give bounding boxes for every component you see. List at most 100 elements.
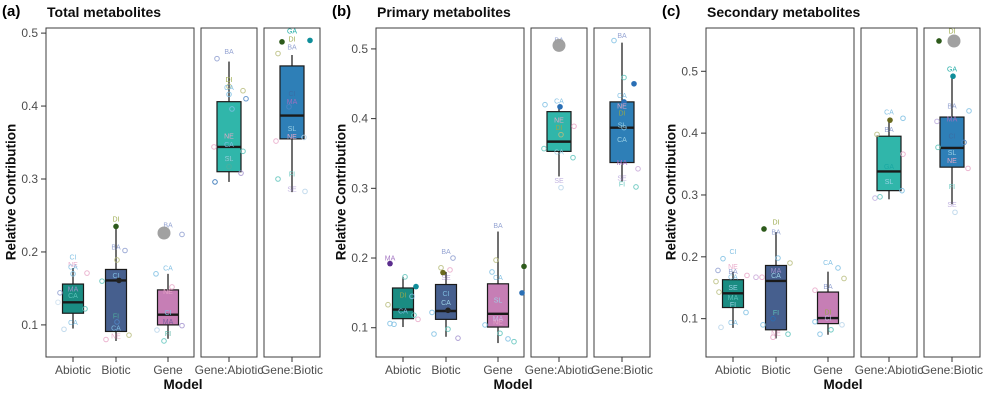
point-label: BA (287, 44, 297, 51)
jitter-point-open (812, 318, 818, 325)
jitter-point-open (558, 131, 564, 138)
point-label: NE (728, 264, 738, 271)
y-tick-label: 0.2 (681, 250, 698, 264)
jitter-point-filled (440, 269, 446, 276)
point-label: MA (163, 319, 174, 326)
point-label: CI (730, 249, 737, 256)
jitter-point-open (161, 338, 167, 344)
y-tick-label: 0.1 (681, 312, 698, 326)
panel-title: Secondary metabolites (707, 4, 861, 20)
point-label: DI (289, 36, 296, 43)
jitter-point-open (411, 312, 417, 318)
jitter-point-open (402, 274, 408, 280)
jitter-point-open (935, 144, 941, 151)
point-label: DI (825, 309, 832, 316)
panel-title: Total metabolites (47, 4, 162, 20)
y-tick-label: 0.4 (21, 99, 38, 113)
jitter-point-open (153, 271, 159, 277)
jitter-point-open (482, 322, 488, 328)
point-label: CA (68, 264, 78, 271)
x-category-label: Biotic (761, 363, 790, 377)
jitter-point-open (243, 95, 249, 102)
point-label: CI (949, 134, 956, 141)
box-gene-biotic (939, 116, 965, 168)
jitter-point-open (835, 265, 841, 271)
jitter-point-open (770, 334, 776, 341)
jitter-point-open (966, 108, 972, 114)
box-gene (156, 289, 180, 326)
point-label: CA (617, 137, 627, 144)
jitter-point-open (872, 195, 878, 201)
point-label: BA (947, 103, 957, 110)
point-label: DI (400, 292, 407, 299)
y-tick-label: 0.5 (681, 64, 698, 78)
jitter-point-open (61, 326, 67, 333)
jitter-point-open (716, 289, 722, 295)
x-axis-label: Model (493, 377, 533, 392)
jitter-point-open (611, 37, 617, 44)
point-label: NE (554, 118, 564, 125)
jitter-point-filled (445, 307, 451, 314)
point-label: DI (949, 29, 956, 36)
point-label: CI (289, 91, 296, 98)
jitter-point-filled (413, 283, 419, 290)
jitter-point-open (84, 270, 90, 276)
jitter-point-open (633, 184, 639, 190)
point-label: FI (730, 302, 736, 309)
jitter-point-open (965, 165, 971, 172)
jitter-point-open (718, 324, 724, 331)
jitter-point-open (286, 103, 292, 110)
boxplot-canvas-c: 0.1 0.2 0.3 0.4 0.5 Abiotic Biotic Gene Gene:Abi… (681, 27, 983, 377)
point-label: NE (68, 262, 78, 269)
jitter-point-open (899, 187, 905, 194)
jitter-point-open (542, 101, 548, 108)
point-label: MA (385, 256, 396, 263)
jitter-point-open (126, 332, 132, 338)
jitter-point-open (839, 322, 845, 328)
jitter-point-filled (279, 39, 285, 45)
jitter-point-open (99, 278, 105, 284)
jitter-point-open (785, 331, 791, 337)
jitter-point-filled (887, 117, 893, 123)
point-label: SL (225, 156, 234, 163)
jitter-point-open (240, 87, 246, 94)
point-label: NE (617, 104, 627, 111)
jitter-point-open (445, 326, 451, 332)
box-abiotic (61, 283, 85, 314)
box-gene-abiotic (216, 101, 242, 173)
point-label: CA (493, 275, 503, 282)
point-label: SL (948, 150, 957, 157)
jitter-point-open (877, 194, 883, 200)
jitter-point-open (57, 290, 63, 296)
box-gene-biotic (279, 65, 305, 140)
point-label: CA (111, 325, 121, 332)
jitter-point-open (302, 188, 308, 195)
jitter-point-open (447, 267, 453, 273)
point-label: NE (287, 134, 297, 141)
point-label: BA (823, 284, 833, 291)
box-biotic (104, 268, 128, 333)
jitter-point-filled (113, 223, 119, 230)
point-label: NE (111, 333, 121, 340)
point-label: CA (617, 93, 627, 100)
jitter-point-open (179, 322, 185, 329)
point-label: CA (884, 110, 894, 117)
jitter-point-open (934, 118, 940, 125)
jitter-point-open (226, 163, 232, 170)
point-label: GA (287, 28, 297, 35)
jitter-point-open (431, 331, 437, 337)
jitter-point-open (770, 315, 776, 322)
point-label: MA (947, 116, 958, 123)
point-label: FI (773, 310, 779, 317)
y-tick-label: 0.5 (351, 42, 368, 56)
point-label: MA (728, 295, 739, 302)
point-label: CA (771, 273, 781, 280)
jitter-point-open (275, 176, 281, 182)
jitter-point-open (744, 272, 750, 279)
y-tick-label: 0.3 (21, 172, 38, 186)
jitter-point-open (961, 139, 967, 146)
panel-b: (b) Primary metabolites Relative Contrib… (330, 0, 660, 404)
jitter-point-filled (519, 290, 525, 296)
point-label: BA (884, 127, 894, 134)
point-label: BA (493, 223, 503, 230)
